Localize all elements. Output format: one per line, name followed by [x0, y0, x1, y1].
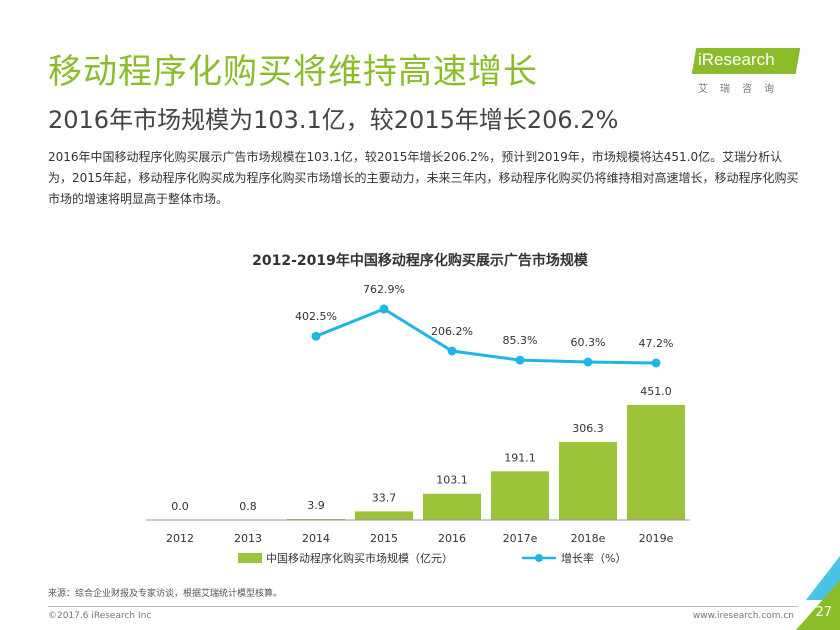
growth-point-2014	[311, 331, 321, 341]
footer-divider	[48, 606, 798, 607]
growth-label-2019e: 47.2%	[639, 337, 674, 350]
legend-bar-label: 中国移动程序化购买市场规模（亿元）	[266, 551, 453, 565]
bar-label-2019e: 451.0	[640, 385, 672, 398]
description-paragraph: 2016年中国移动程序化购买展示广告市场规模在103.1亿，较2015年增长20…	[48, 150, 799, 206]
x-tick-2019e: 2019e	[639, 532, 674, 545]
growth-rate-line	[315, 307, 657, 365]
growth-label-2018e: 60.3%	[571, 336, 606, 349]
growth-point-2018e	[583, 357, 593, 367]
growth-point-2016	[447, 346, 457, 356]
page-title: 移动程序化购买将维持高速增长	[48, 52, 538, 92]
bar-2019e	[627, 405, 685, 520]
source-note: 来源：综合企业财报及专家访谈，根据艾瑞统计模型核算。	[48, 589, 283, 599]
logo-subtitle: 艾瑞咨询	[698, 84, 786, 95]
chart-title: 2012-2019年中国移动程序化购买展示广告市场规模	[252, 252, 589, 269]
bar-2017e	[491, 471, 549, 520]
x-tick-2016: 2016	[438, 532, 466, 545]
x-tick-2018e: 2018e	[571, 532, 606, 545]
x-tick-2012: 2012	[166, 532, 194, 545]
bar-label-2018e: 306.3	[572, 422, 604, 435]
bar-label-2014: 3.9	[307, 499, 325, 512]
growth-label-2017e: 85.3%	[503, 334, 538, 347]
x-tick-2014: 2014	[302, 532, 330, 545]
page-number: 27	[815, 605, 832, 620]
growth-point-2017e	[515, 355, 525, 365]
bar-label-2016: 103.1	[436, 474, 468, 487]
page-subtitle: 2016年市场规模为103.1亿，较2015年增长206.2%	[48, 106, 619, 134]
bar-label-2013: 0.8	[239, 500, 257, 513]
x-tick-2013: 2013	[234, 532, 262, 545]
iresearch-logo: iResearch 艾瑞咨询	[691, 48, 804, 98]
legend-bar-swatch	[238, 553, 262, 563]
logo-name: iResearch	[698, 50, 775, 69]
bar-2018e	[559, 441, 617, 520]
growth-point-2019e	[651, 358, 661, 368]
growth-point-2015	[379, 304, 389, 314]
growth-label-2016: 206.2%	[431, 325, 473, 338]
bar-label-2015: 33.7	[372, 491, 397, 504]
copyright-text: ©2017.6 iResearch Inc	[48, 611, 152, 621]
bar-label-2017e: 191.1	[504, 451, 536, 464]
website-url: www.iresearch.com.cn	[692, 611, 794, 621]
bar-2015	[355, 511, 413, 520]
legend-line-label: 增长率（%）	[561, 551, 626, 565]
x-tick-2015: 2015	[370, 532, 398, 545]
bar-2016	[423, 493, 481, 520]
legend-line-marker	[535, 554, 543, 562]
bar-label-2012: 0.0	[171, 500, 189, 513]
page-corner-accent-green	[796, 580, 840, 630]
growth-label-2015: 762.9%	[363, 283, 405, 296]
growth-label-2014: 402.5%	[295, 310, 337, 323]
x-tick-2017e: 2017e	[503, 532, 538, 545]
